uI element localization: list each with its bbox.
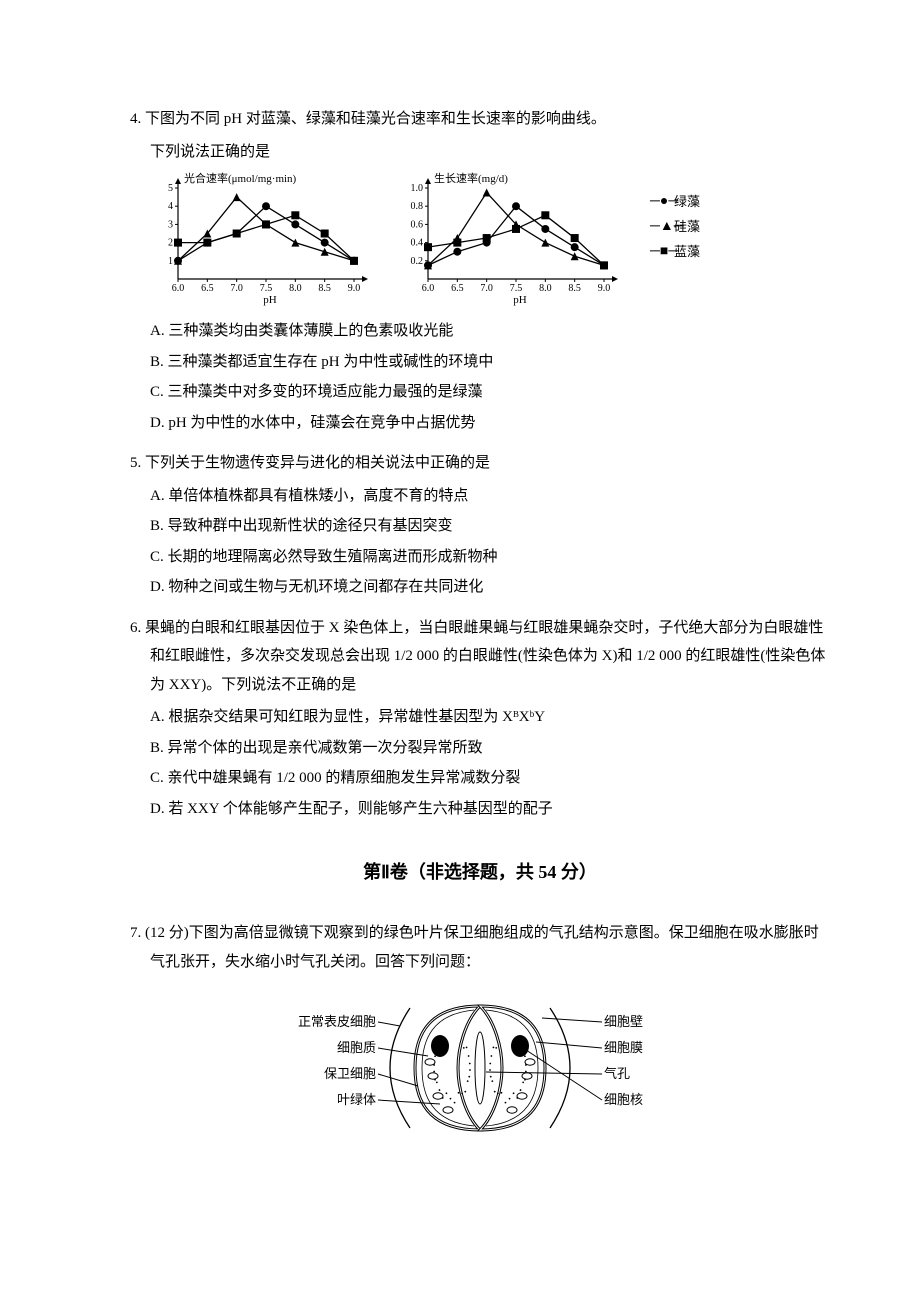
svg-text:8.0: 8.0 [289,283,302,294]
q6-stem: 6. 果蝇的白眼和红眼基因位于 X 染色体上，当白眼雌果蝇与红眼雄果蝇杂交时，子… [130,614,830,700]
svg-text:8.5: 8.5 [318,283,331,294]
svg-text:气孔: 气孔 [604,1066,630,1081]
svg-text:6.5: 6.5 [451,283,464,294]
q4-chart-photosynthesis: 光合速率(μmol/mg·min) 1 2 3 4 5 6.0 6.5 7.0 7.5 8.0 8.5… [150,172,370,307]
q7-diagram-wrap: 正常表皮细胞细胞质保卫细胞叶绿体 细胞壁细胞膜气孔细胞核 [130,986,830,1146]
q7-stem: 7. (12 分)下图为高倍显微镜下观察到的绿色叶片保卫细胞组成的气孔结构示意图… [130,919,830,976]
svg-text:pH: pH [263,294,277,306]
q4-chart-growth: 生长速率(mg/d) 0.2 0.4 0.6 0.8 1.0 6.0 6.5 7.0 7.5 8.0… [400,172,620,307]
q6-option-c: C. 亲代中雄果蝇有 1/2 000 的精原细胞发生异常减数分裂 [150,764,830,793]
svg-text:4: 4 [168,201,173,212]
question-7: 7. (12 分)下图为高倍显微镜下观察到的绿色叶片保卫细胞组成的气孔结构示意图… [130,919,830,1146]
q4-option-d: D. pH 为中性的水体中，硅藻会在竞争中占据优势 [150,409,830,438]
q6-option-d: D. 若 XXY 个体能够产生配子，则能够产生六种基因型的配子 [150,795,830,824]
legend-label: 绿藻 [674,192,700,213]
q5-options: A. 单倍体植株都具有植株矮小，高度不育的特点 B. 导致种群中出现新性状的途径… [130,482,830,602]
q6-option-b: B. 异常个体的出现是亲代减数第一次分裂异常所致 [150,734,830,763]
q4-option-b: B. 三种藻类都适宜生存在 pH 为中性或碱性的环境中 [150,348,830,377]
legend-label: 蓝藻 [674,242,700,263]
legend-label: 硅藻 [674,217,700,238]
legend-item-green-alga: ─●─ 绿藻 [650,192,700,213]
square-marker-icon: ─■─ [650,245,668,259]
svg-text:7.5: 7.5 [510,283,523,294]
triangle-marker-icon: ─▲─ [650,220,668,234]
svg-text:2: 2 [168,238,173,249]
q4-legend: ─●─ 绿藻 ─▲─ 硅藻 ─■─ 蓝藻 [650,172,700,266]
circle-marker-icon: ─●─ [650,195,668,209]
q4-charts-row: 光合速率(μmol/mg·min) 1 2 3 4 5 6.0 6.5 7.0 7.5 8.0 8.5… [130,172,830,307]
svg-text:pH: pH [513,294,527,306]
q4-options: A. 三种藻类均由类囊体薄膜上的色素吸收光能 B. 三种藻类都适宜生存在 pH … [130,317,830,437]
svg-text:保卫细胞: 保卫细胞 [324,1066,376,1081]
legend-item-diatom: ─▲─ 硅藻 [650,217,700,238]
q4-stem-2: 下列说法正确的是 [130,138,830,167]
q5-option-c: C. 长期的地理隔离必然导致生殖隔离进而形成新物种 [150,543,830,572]
section-2-heading: 第Ⅱ卷（非选择题，共 54 分） [130,855,830,889]
question-6: 6. 果蝇的白眼和红眼基因位于 X 染色体上，当白眼雌果蝇与红眼雄果蝇杂交时，子… [130,614,830,824]
q4-stem: 4. 下图为不同 pH 对蓝藻、绿藻和硅藻光合速率和生长速率的影响曲线。 [130,105,830,134]
svg-text:0.2: 0.2 [411,256,424,267]
svg-text:8.0: 8.0 [539,283,552,294]
q6-options: A. 根据杂交结果可知红眼为显性，异常雄性基因型为 XᴮXᵇY B. 异常个体的… [130,703,830,823]
svg-text:正常表皮细胞: 正常表皮细胞 [298,1014,376,1029]
svg-text:6.0: 6.0 [422,283,435,294]
q5-stem: 5. 下列关于生物遗传变异与进化的相关说法中正确的是 [130,449,830,478]
svg-text:5: 5 [168,183,173,194]
svg-text:9.0: 9.0 [598,283,611,294]
question-4: 4. 下图为不同 pH 对蓝藻、绿藻和硅藻光合速率和生长速率的影响曲线。 下列说… [130,105,830,437]
q5-option-a: A. 单倍体植株都具有植株矮小，高度不育的特点 [150,482,830,511]
svg-text:8.5: 8.5 [568,283,581,294]
svg-text:细胞壁: 细胞壁 [604,1014,643,1029]
q6-option-a: A. 根据杂交结果可知红眼为显性，异常雄性基因型为 XᴮXᵇY [150,703,830,732]
svg-text:叶绿体: 叶绿体 [337,1092,376,1107]
svg-text:7.0: 7.0 [230,283,243,294]
svg-text:0.4: 0.4 [411,238,424,249]
svg-text:6.5: 6.5 [201,283,214,294]
question-5: 5. 下列关于生物遗传变异与进化的相关说法中正确的是 A. 单倍体植株都具有植株… [130,449,830,602]
svg-text:细胞核: 细胞核 [604,1092,643,1107]
q7-stomata-diagram: 正常表皮细胞细胞质保卫细胞叶绿体 细胞壁细胞膜气孔细胞核 [270,986,690,1146]
q5-option-b: B. 导致种群中出现新性状的途径只有基因突变 [150,512,830,541]
svg-text:1: 1 [168,256,173,267]
svg-text:生长速率(mg/d): 生长速率(mg/d) [434,172,508,185]
svg-text:7.5: 7.5 [260,283,273,294]
svg-text:0.6: 0.6 [411,219,424,230]
q5-option-d: D. 物种之间或生物与无机环境之间都存在共同进化 [150,573,830,602]
svg-text:1.0: 1.0 [411,183,424,194]
svg-text:细胞质: 细胞质 [337,1040,376,1055]
svg-text:3: 3 [168,219,173,230]
svg-text:7.0: 7.0 [480,283,493,294]
svg-text:6.0: 6.0 [172,283,185,294]
svg-text:细胞膜: 细胞膜 [604,1040,643,1055]
svg-text:0.8: 0.8 [411,201,424,212]
svg-text:9.0: 9.0 [348,283,361,294]
q4-option-c: C. 三种藻类中对多变的环境适应能力最强的是绿藻 [150,378,830,407]
legend-item-cyanobacteria: ─■─ 蓝藻 [650,242,700,263]
svg-text:光合速率(μmol/mg·min): 光合速率(μmol/mg·min) [184,172,297,185]
q4-option-a: A. 三种藻类均由类囊体薄膜上的色素吸收光能 [150,317,830,346]
